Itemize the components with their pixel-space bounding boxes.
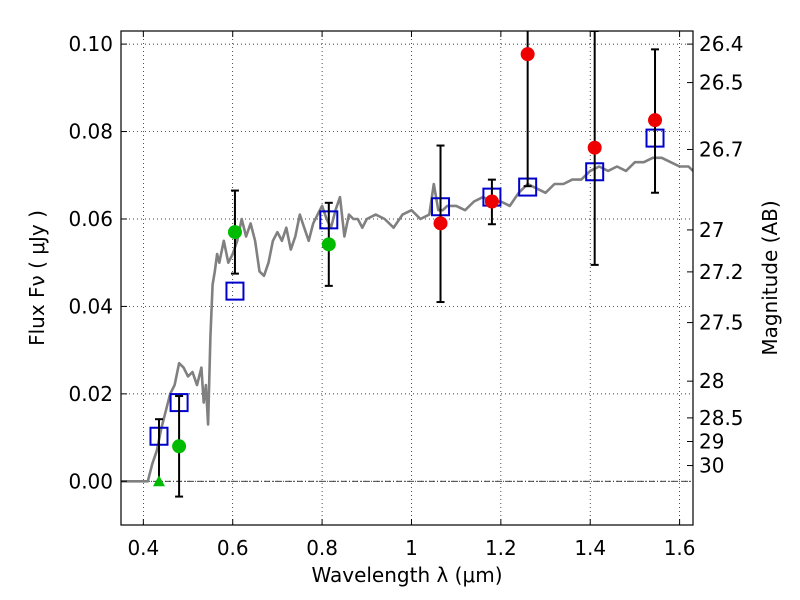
y-tick-label: 0.06 — [68, 207, 113, 231]
y2-tick-label: 27 — [699, 218, 724, 242]
model-flux-square — [225, 281, 245, 301]
x-tick-label: 1 — [405, 536, 418, 560]
y-tick-label: 0.04 — [68, 294, 113, 318]
y2-tick-label: 27.5 — [699, 311, 744, 335]
model-spectrum-line — [121, 156, 693, 483]
ticks: 0.4 0.6 0.8 1 1.2 1.4 1.6 0.00 0.02 0.04 0.06 0.08 0… — [68, 31, 744, 560]
observed-flux-point — [172, 439, 187, 454]
x-tick-label: 0.8 — [306, 536, 338, 560]
observed-flux-point — [520, 47, 535, 62]
observed-flux-point — [227, 225, 242, 240]
observed-flux-point — [484, 194, 499, 209]
y-tick-label: 0.08 — [68, 120, 113, 144]
y2-tick-label: 28.5 — [699, 406, 744, 430]
x-tick-label: 1.2 — [485, 536, 517, 560]
y2-tick-label: 26.5 — [699, 71, 744, 95]
observed-flux-point — [648, 113, 663, 128]
x-tick-label: 0.4 — [127, 536, 159, 560]
y-tick-label: 0.10 — [68, 32, 113, 56]
x-tick-label: 0.6 — [217, 536, 249, 560]
grid — [121, 31, 693, 525]
observed-flux-point — [587, 140, 602, 155]
y2-tick-label: 26.4 — [699, 32, 744, 56]
observed-flux-point — [321, 237, 336, 252]
y2-tick-label: 28 — [699, 369, 724, 393]
observed-flux-point — [433, 216, 448, 231]
x-tick-label: 1.4 — [574, 536, 606, 560]
x-axis-label: Wavelength λ (μm) — [311, 563, 502, 587]
y2-axis-label: Magnitude (AB) — [758, 200, 782, 355]
y-tick-label: 0.00 — [68, 469, 113, 493]
y2-tick-label: 30 — [699, 454, 724, 478]
plot-frame — [120, 30, 694, 526]
x-tick-label: 1.6 — [664, 536, 696, 560]
y2-tick-label: 29 — [699, 430, 724, 454]
y2-tick-label: 26.7 — [699, 137, 744, 161]
y2-tick-label: 27.2 — [699, 260, 744, 284]
upper-limit-triangle — [152, 475, 165, 487]
y-axis-label: Flux Fν ( μJy ) — [25, 210, 49, 346]
plot-area — [121, 31, 693, 498]
y-tick-label: 0.02 — [68, 382, 113, 406]
